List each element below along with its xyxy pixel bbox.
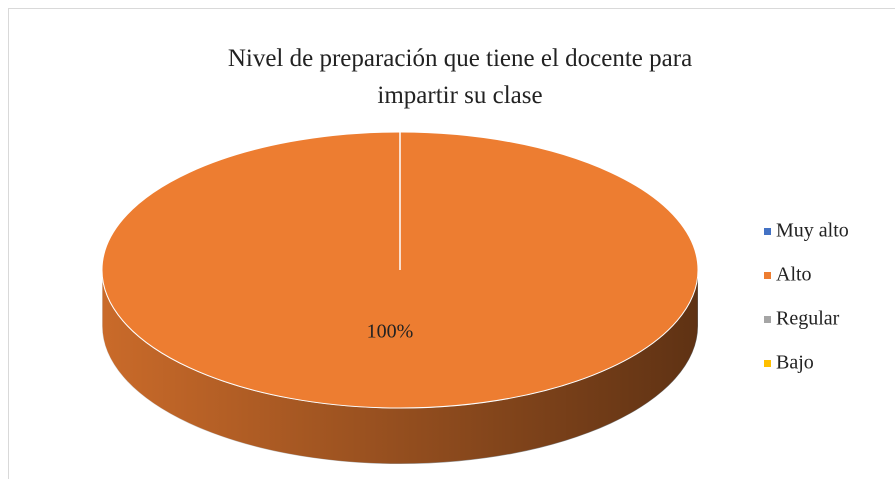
legend-swatch: [764, 316, 771, 323]
side-shading: [102, 270, 698, 464]
legend-label: Bajo: [776, 352, 814, 374]
legend-swatch: [764, 360, 771, 367]
legend-label: Regular: [776, 308, 840, 330]
chart-title: Nivel de preparación que tiene el docent…: [228, 45, 692, 109]
legend-swatch: [764, 272, 771, 279]
data-label: 100%: [367, 321, 414, 343]
legend-label: Alto: [776, 264, 812, 286]
legend-swatch: [764, 228, 771, 235]
legend-label: Muy alto: [776, 220, 849, 242]
